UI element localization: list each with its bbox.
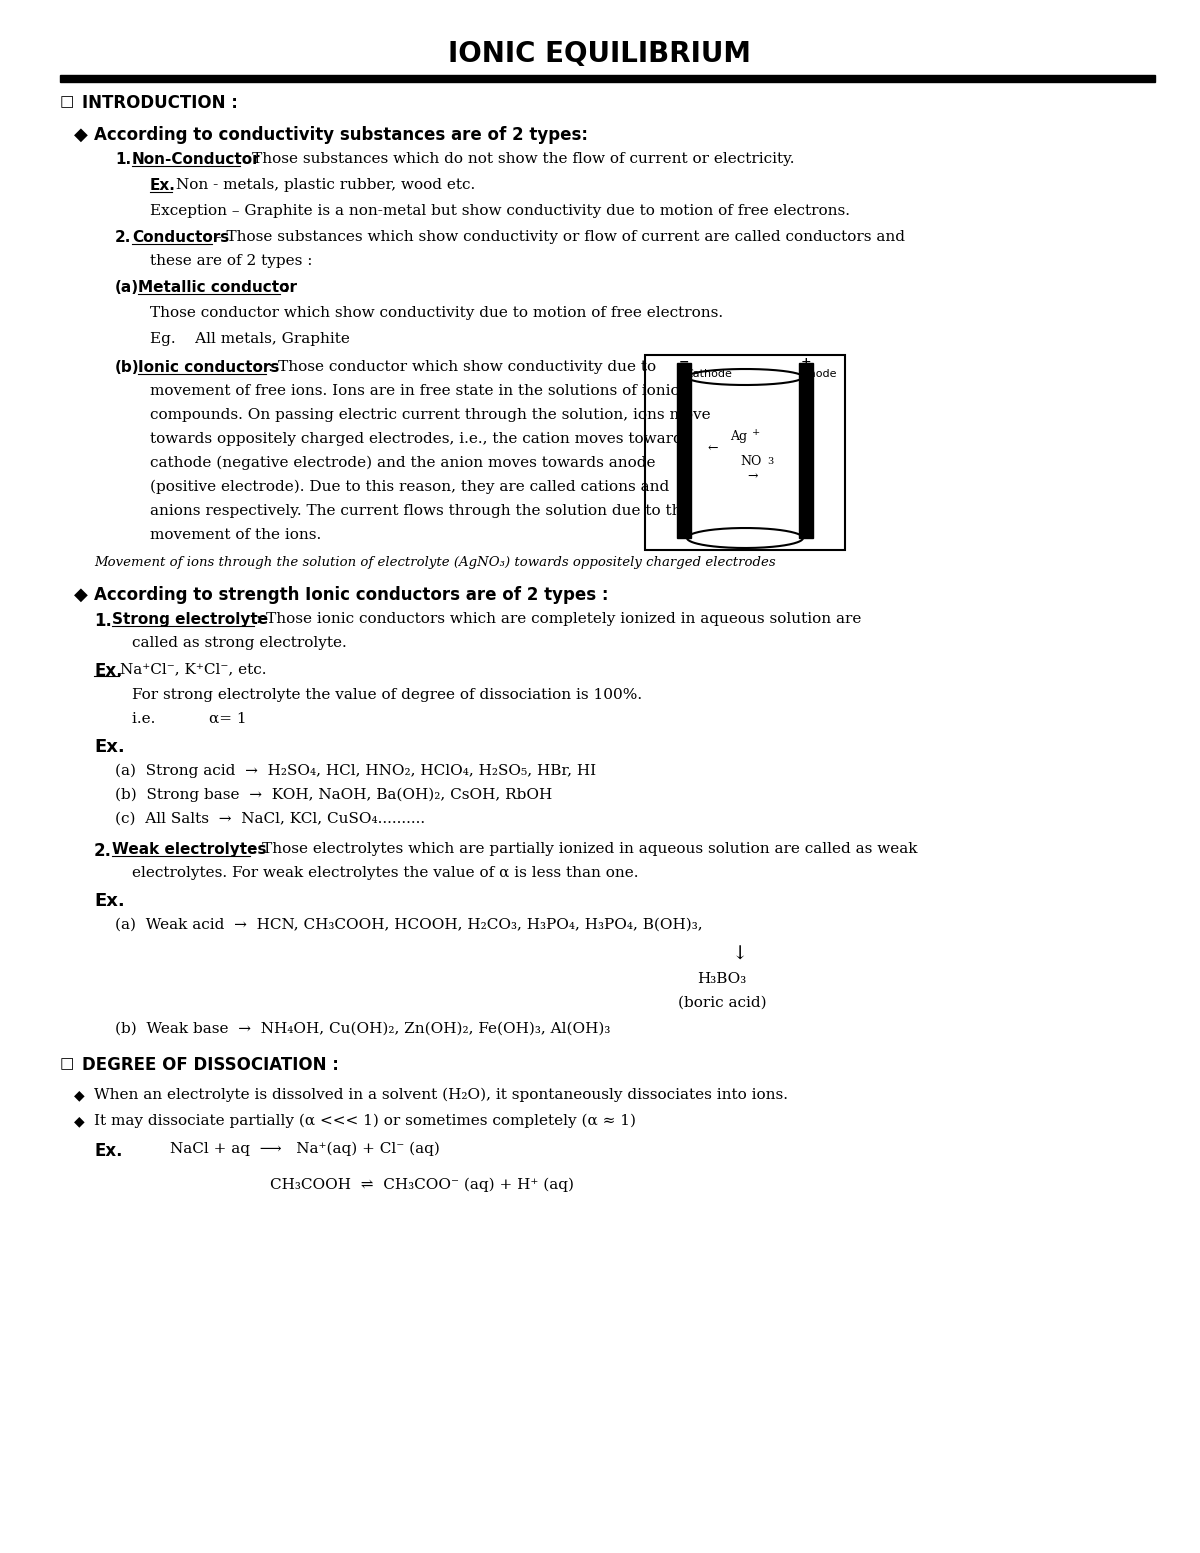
Text: compounds. On passing electric current through the solution, ions move: compounds. On passing electric current t…	[150, 408, 710, 422]
Text: i.e.           α= 1: i.e. α= 1	[132, 711, 247, 725]
Text: +: +	[752, 429, 761, 436]
Text: (positive electrode). Due to this reason, they are called cations and: (positive electrode). Due to this reason…	[150, 480, 670, 494]
Text: movement of the ions.: movement of the ions.	[150, 528, 322, 542]
Text: (c)  All Salts  →  NaCl, KCl, CuSO₄..........: (c) All Salts → NaCl, KCl, CuSO₄........…	[115, 812, 425, 826]
Text: Exception – Graphite is a non-metal but show conductivity due to motion of free : Exception – Graphite is a non-metal but …	[150, 203, 850, 217]
Text: □: □	[60, 95, 74, 109]
Text: ◆: ◆	[74, 126, 88, 144]
Text: Cathode: Cathode	[685, 370, 732, 379]
Text: Ag: Ag	[730, 430, 748, 443]
Text: Conductors: Conductors	[132, 230, 229, 245]
Text: cathode (negative electrode) and the anion moves towards anode: cathode (negative electrode) and the ani…	[150, 457, 655, 471]
Text: 3: 3	[767, 457, 773, 466]
Text: Metallic conductor: Metallic conductor	[138, 280, 298, 295]
Text: : Those ionic conductors which are completely ionized in aqueous solution are: : Those ionic conductors which are compl…	[256, 612, 862, 626]
Text: Those conductor which show conductivity due to motion of free electrons.: Those conductor which show conductivity …	[150, 306, 724, 320]
Text: : Those substances which do not show the flow of current or electricity.: : Those substances which do not show the…	[242, 152, 794, 166]
Text: (b)  Weak base  →  NH₄OH, Cu(OH)₂, Zn(OH)₂, Fe(OH)₃, Al(OH)₃: (b) Weak base → NH₄OH, Cu(OH)₂, Zn(OH)₂,…	[115, 1022, 611, 1036]
Text: For strong electrolyte the value of degree of dissociation is 100%.: For strong electrolyte the value of degr…	[132, 688, 642, 702]
Text: called as strong electrolyte.: called as strong electrolyte.	[132, 637, 347, 651]
Text: Strong electrolyte: Strong electrolyte	[112, 612, 268, 627]
Bar	[646, 356, 845, 550]
Text: – Those substances which show conductivity or flow of current are called conduct: – Those substances which show conductivi…	[214, 230, 905, 244]
Text: ◆: ◆	[74, 1089, 85, 1103]
Text: Non - metals, plastic rubber, wood etc.: Non - metals, plastic rubber, wood etc.	[176, 179, 475, 193]
Text: H₃BO₃: H₃BO₃	[697, 972, 746, 986]
Bar	[677, 363, 691, 537]
Text: CH₃COOH  ⇌  CH₃COO⁻ (aq) + H⁺ (aq): CH₃COOH ⇌ CH₃COO⁻ (aq) + H⁺ (aq)	[270, 1179, 574, 1193]
Text: INTRODUCTION :: INTRODUCTION :	[82, 95, 238, 112]
Text: It may dissociate partially (α <<< 1) or sometimes completely (α ≈ 1): It may dissociate partially (α <<< 1) or…	[94, 1114, 636, 1129]
Text: 2.: 2.	[94, 842, 112, 860]
Text: (b): (b)	[115, 360, 139, 374]
Text: Ionic conductors: Ionic conductors	[138, 360, 280, 374]
Text: Na⁺Cl⁻, K⁺Cl⁻, etc.: Na⁺Cl⁻, K⁺Cl⁻, etc.	[120, 662, 266, 676]
Text: 1.: 1.	[115, 152, 131, 168]
Text: towards oppositely charged electrodes, i.e., the cation moves towards: towards oppositely charged electrodes, i…	[150, 432, 690, 446]
Text: Non-Conductor: Non-Conductor	[132, 152, 260, 168]
Text: movement of free ions. Ions are in free state in the solutions of ionic: movement of free ions. Ions are in free …	[150, 384, 679, 398]
Text: : Those electrolytes which are partially ionized in aqueous solution are called : : Those electrolytes which are partially…	[252, 842, 918, 856]
Text: anions respectively. The current flows through the solution due to the: anions respectively. The current flows t…	[150, 505, 690, 519]
Text: Eg.    All metals, Graphite: Eg. All metals, Graphite	[150, 332, 350, 346]
Text: electrolytes. For weak electrolytes the value of α is less than one.: electrolytes. For weak electrolytes the …	[132, 867, 638, 881]
Text: ↓: ↓	[732, 946, 748, 964]
Text: these are of 2 types :: these are of 2 types :	[150, 255, 312, 269]
Text: IONIC EQUILIBRIUM: IONIC EQUILIBRIUM	[449, 40, 751, 68]
Text: According to strength Ionic conductors are of 2 types :: According to strength Ionic conductors a…	[94, 585, 608, 604]
Text: : Those conductor which show conductivity due to: : Those conductor which show conductivit…	[268, 360, 656, 374]
Text: NO: NO	[740, 455, 761, 467]
Bar	[60, 75, 1154, 82]
Text: □: □	[60, 1056, 74, 1072]
Text: (a): (a)	[115, 280, 139, 295]
Text: +: +	[800, 356, 811, 370]
Text: DEGREE OF DISSOCIATION :: DEGREE OF DISSOCIATION :	[82, 1056, 338, 1075]
Text: Weak electrolytes: Weak electrolytes	[112, 842, 266, 857]
Text: −: −	[679, 356, 689, 370]
Text: (a)  Strong acid  →  H₂SO₄, HCl, HNO₂, HClO₄, H₂SO₅, HBr, HI: (a) Strong acid → H₂SO₄, HCl, HNO₂, HClO…	[115, 764, 596, 778]
Text: According to conductivity substances are of 2 types:: According to conductivity substances are…	[94, 126, 588, 144]
Text: ←: ←	[708, 443, 719, 455]
Text: NaCl + aq  ⟶   Na⁺(aq) + Cl⁻ (aq): NaCl + aq ⟶ Na⁺(aq) + Cl⁻ (aq)	[170, 1141, 440, 1157]
Text: :: :	[282, 280, 288, 295]
Text: Ex.: Ex.	[94, 1141, 122, 1160]
Text: (boric acid): (boric acid)	[678, 995, 767, 1009]
Text: Anode: Anode	[802, 370, 838, 379]
Bar	[799, 363, 814, 537]
Text: Ex.: Ex.	[94, 662, 122, 680]
Text: Ex.: Ex.	[94, 891, 125, 910]
Text: Ex.: Ex.	[150, 179, 176, 193]
Text: (b)  Strong base  →  KOH, NaOH, Ba(OH)₂, CsOH, RbOH: (b) Strong base → KOH, NaOH, Ba(OH)₂, Cs…	[115, 787, 552, 803]
Text: Ex.: Ex.	[94, 738, 125, 756]
Text: Movement of ions through the solution of electrolyte (AgNO₃) towards oppositely : Movement of ions through the solution of…	[94, 556, 775, 568]
Text: ◆: ◆	[74, 585, 88, 604]
Text: →: →	[740, 471, 758, 483]
Text: When an electrolyte is dissolved in a solvent (H₂O), it spontaneously dissociate: When an electrolyte is dissolved in a so…	[94, 1089, 788, 1103]
Text: ◆: ◆	[74, 1114, 85, 1127]
Text: (a)  Weak acid  →  HCN, CH₃COOH, HCOOH, H₂CO₃, H₃PO₄, H₃PO₄, B(OH)₃,: (a) Weak acid → HCN, CH₃COOH, HCOOH, H₂C…	[115, 918, 703, 932]
Text: 2.: 2.	[115, 230, 131, 245]
Text: 1.: 1.	[94, 612, 112, 631]
